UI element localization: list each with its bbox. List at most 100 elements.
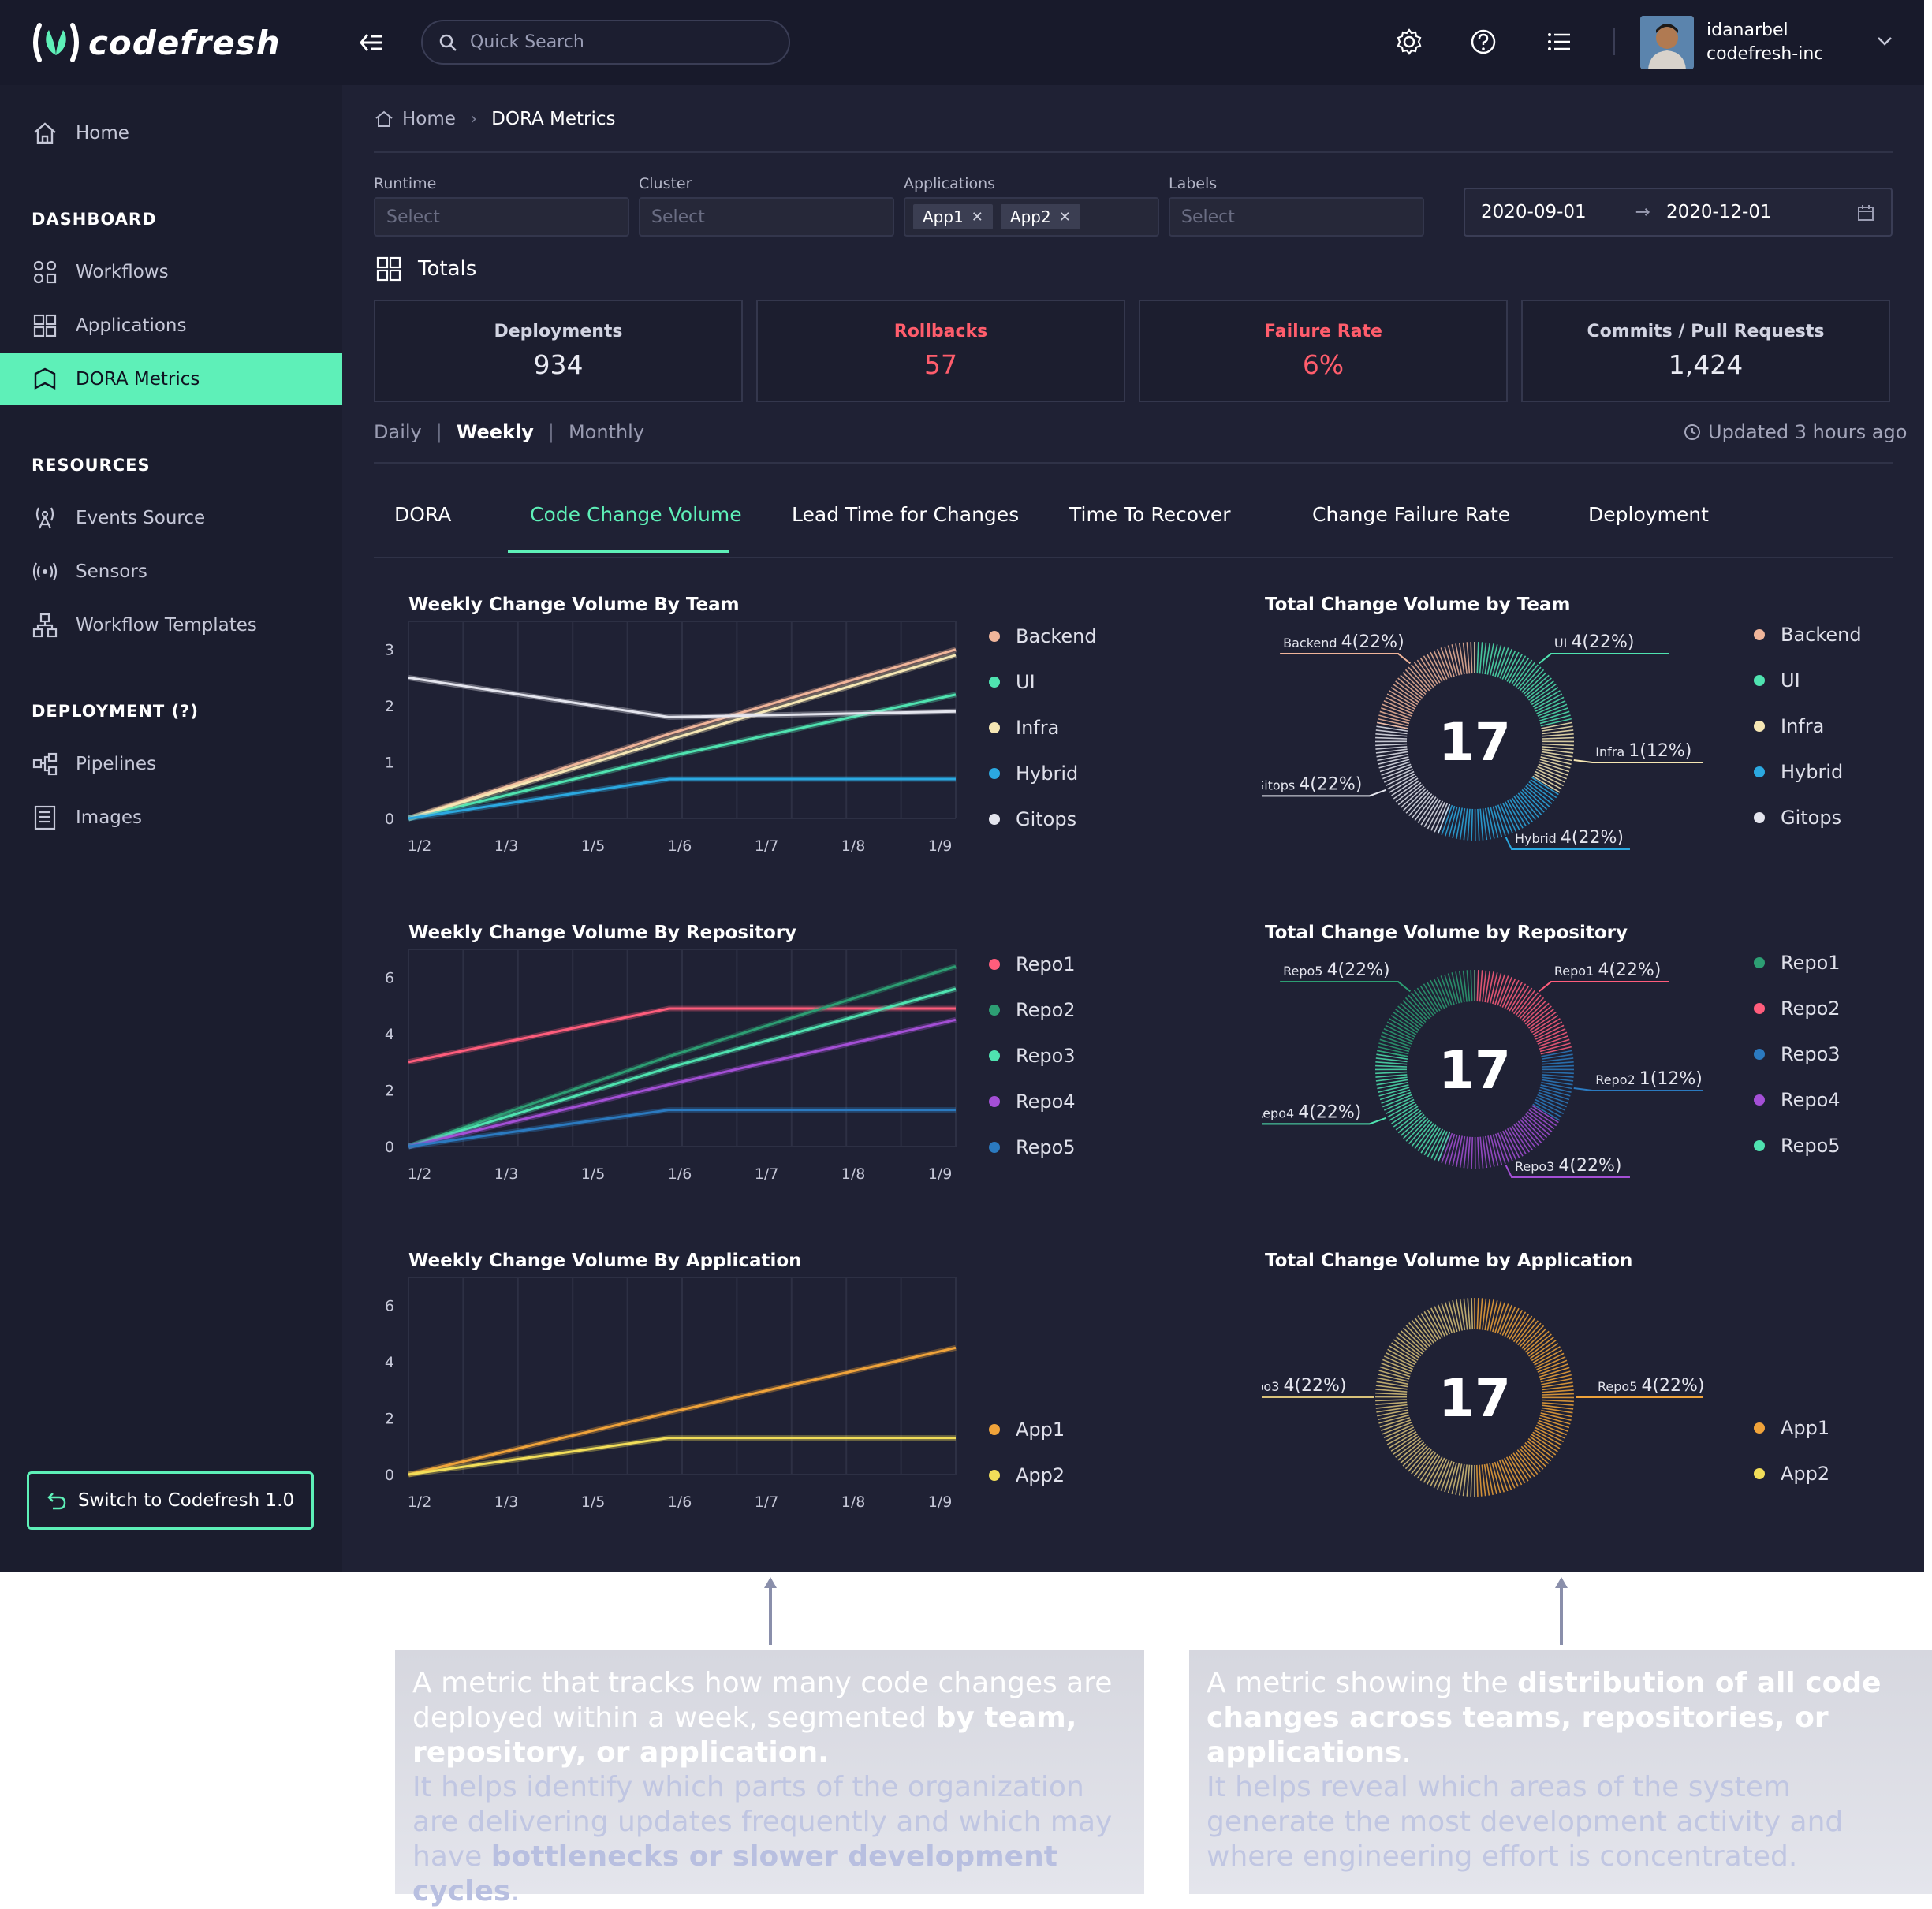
remove-tag-icon[interactable]: ✕ (972, 209, 983, 226)
sidebar-item-label: DORA Metrics (76, 369, 200, 390)
legend-item[interactable]: UI (989, 659, 1097, 705)
donut-slice-label: Repo3 4(22%) (1515, 1156, 1622, 1176)
cluster-placeholder: Select (651, 207, 705, 227)
legend-item[interactable]: Backend (989, 613, 1097, 659)
period-weekly[interactable]: Weekly (457, 421, 534, 443)
legend-item[interactable]: Repo2 (1754, 986, 1841, 1031)
sidebar-item-dora-metrics[interactable]: DORA Metrics (0, 353, 342, 405)
calendar-icon[interactable] (1856, 203, 1875, 222)
legend-item[interactable]: Repo4 (1754, 1077, 1841, 1123)
breadcrumb-home[interactable]: Home (402, 109, 456, 129)
switch-version-label: Switch to Codefresh 1.0 (78, 1490, 294, 1511)
tab-dora[interactable]: DORA (394, 503, 451, 526)
legend-item[interactable]: Repo3 (989, 1033, 1076, 1079)
sidebar-item-workflows[interactable]: Workflows (0, 246, 342, 298)
y-tick-label: 3 (385, 642, 394, 659)
tab-code-change-volume[interactable]: Code Change Volume (530, 503, 742, 526)
arrow-up-icon (763, 1575, 778, 1646)
legend-item[interactable]: Repo3 (1754, 1031, 1841, 1077)
annotation-text: . (1401, 1736, 1410, 1769)
legend-item[interactable]: Gitops (1754, 795, 1862, 841)
tag-app1: App1✕ (913, 204, 993, 229)
period-separator: | (436, 421, 442, 443)
tab-deployment[interactable]: Deployment (1588, 503, 1709, 526)
date-to[interactable]: 2020-12-01 (1666, 202, 1772, 222)
sidebar-item-events-source[interactable]: Events Source (0, 492, 342, 544)
runtime-label: Runtime (374, 175, 436, 192)
tab-lead-time[interactable]: Lead Time for Changes (792, 503, 1019, 526)
sidebar-item-sensors[interactable]: Sensors (0, 546, 342, 598)
y-tick-label: 0 (385, 1467, 394, 1484)
date-from[interactable]: 2020-09-01 (1481, 202, 1587, 222)
settings-gear-icon[interactable] (1394, 27, 1424, 57)
applications-select[interactable]: App1✕ App2✕ (904, 197, 1159, 237)
legend-label: Repo5 (1781, 1135, 1841, 1157)
legend-item[interactable]: App1 (989, 1407, 1065, 1452)
tab-time-to-recover[interactable]: Time To Recover (1069, 503, 1231, 526)
legend-item[interactable]: Infra (989, 705, 1097, 751)
sidebar-item-applications[interactable]: Applications (0, 300, 342, 352)
app-window: codefresh Quick Search (0, 0, 1924, 1572)
sidebar-item-images[interactable]: Images (0, 792, 342, 844)
legend-dot (989, 722, 1000, 733)
donut-slice-label: Backend 4(22%) (1283, 632, 1404, 652)
legend-item[interactable]: Hybrid (1754, 749, 1862, 795)
legend-item[interactable]: Repo2 (989, 987, 1076, 1033)
x-tick-label: 1/8 (841, 1165, 866, 1183)
legend-item[interactable]: UI (1754, 658, 1862, 703)
legend-item[interactable]: Repo1 (1754, 940, 1841, 986)
sidebar: Home DASHBOARD Workflows Applications DO… (0, 85, 342, 1572)
legend-item[interactable]: Hybrid (989, 751, 1097, 796)
app-donut-legend: App1 App2 (1754, 1405, 1829, 1497)
collapse-menu-icon[interactable] (356, 28, 385, 57)
legend-item[interactable]: App1 (1754, 1405, 1829, 1451)
donut-slice-label: Repo2 1(12%) (1595, 1069, 1703, 1089)
undo-arrow-icon (47, 1490, 67, 1511)
sidebar-item-home[interactable]: Home (0, 107, 342, 159)
legend-item[interactable]: Infra (1754, 703, 1862, 749)
sidebar-item-workflow-templates[interactable]: Workflow Templates (0, 599, 342, 651)
active-tab-indicator (508, 550, 729, 553)
user-info[interactable]: idanarbel codefresh-inc (1706, 19, 1823, 66)
quick-search-input[interactable]: Quick Search (421, 20, 790, 65)
switch-version-button[interactable]: Switch to Codefresh 1.0 (27, 1471, 314, 1530)
donut-slice-label: Gitops 4(22%) (1262, 774, 1362, 794)
legend-item[interactable]: Repo5 (989, 1124, 1076, 1170)
legend-item[interactable]: Repo4 (989, 1079, 1076, 1124)
grid-icon (375, 255, 402, 282)
sidebar-item-label: Workflows (76, 262, 169, 282)
list-icon[interactable] (1544, 27, 1574, 57)
donut-slice-value: 4(22%) (1283, 1376, 1346, 1396)
legend-item[interactable]: Repo5 (1754, 1123, 1841, 1169)
legend-dot (1754, 721, 1765, 732)
brand-logo[interactable]: codefresh (28, 19, 281, 66)
y-tick-label: 4 (385, 1354, 394, 1371)
period-monthly[interactable]: Monthly (569, 421, 644, 443)
legend-item[interactable]: Repo1 (989, 941, 1076, 987)
cluster-select[interactable]: Select (639, 197, 894, 237)
legend-item[interactable]: App2 (1754, 1451, 1829, 1497)
tab-change-failure-rate[interactable]: Change Failure Rate (1312, 503, 1510, 526)
chevron-down-icon[interactable] (1875, 33, 1894, 49)
help-icon[interactable] (1468, 27, 1498, 57)
labels-select[interactable]: Select (1169, 197, 1424, 237)
legend-item[interactable]: Gitops (989, 796, 1097, 842)
legend-dot (989, 959, 1000, 970)
runtime-select[interactable]: Select (374, 197, 629, 237)
remove-tag-icon[interactable]: ✕ (1059, 209, 1071, 226)
legend-dot (1754, 1422, 1765, 1434)
legend-item[interactable]: Backend (1754, 612, 1862, 658)
card-label: Commits / Pull Requests (1523, 322, 1889, 341)
date-range-picker[interactable]: 2020-09-01 → 2020-12-01 (1464, 188, 1893, 237)
card-value: 934 (375, 349, 741, 380)
period-daily[interactable]: Daily (374, 421, 422, 443)
legend-item[interactable]: App2 (989, 1452, 1065, 1498)
donut-slice-ray (1479, 1465, 1482, 1497)
user-avatar[interactable] (1640, 16, 1694, 69)
donut-slice-ray (1478, 1137, 1479, 1169)
legend-label: App2 (1781, 1463, 1829, 1485)
sidebar-item-pipelines[interactable]: Pipelines (0, 738, 342, 790)
x-tick-label: 1/7 (755, 1493, 779, 1511)
